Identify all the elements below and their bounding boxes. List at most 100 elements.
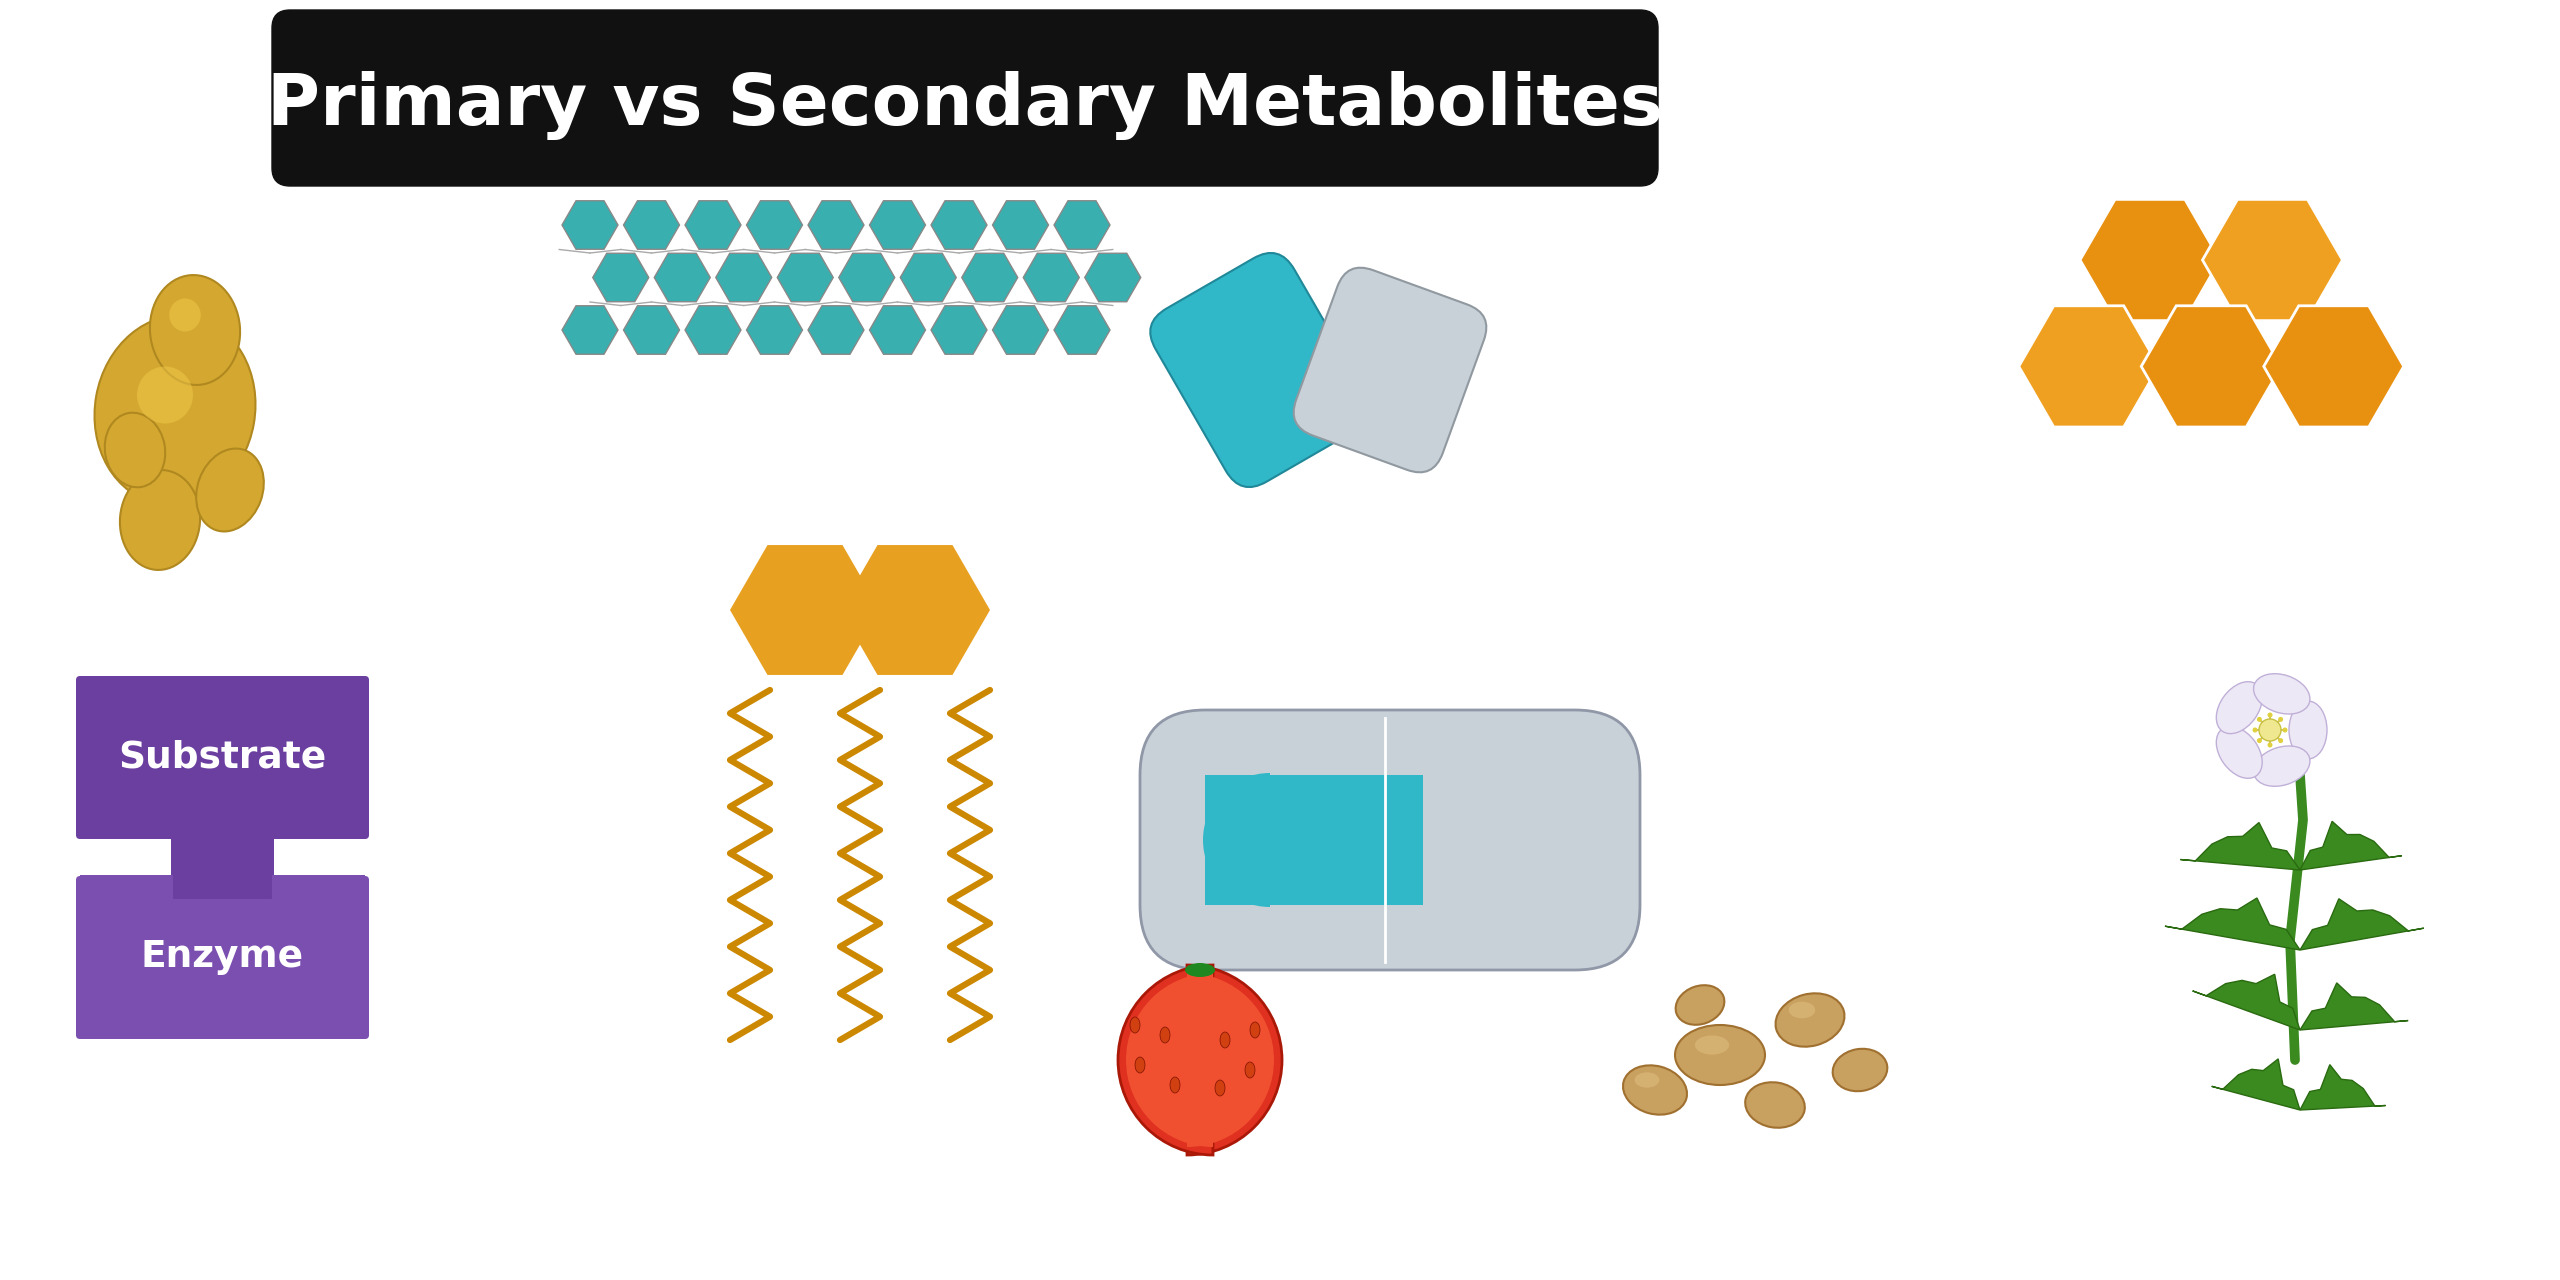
- Polygon shape: [594, 253, 648, 302]
- FancyBboxPatch shape: [77, 676, 369, 838]
- Ellipse shape: [1636, 1073, 1659, 1088]
- Polygon shape: [2299, 899, 2424, 950]
- Polygon shape: [748, 201, 801, 250]
- Ellipse shape: [2253, 746, 2309, 786]
- Ellipse shape: [1695, 1036, 1728, 1055]
- Polygon shape: [2020, 306, 2158, 428]
- Polygon shape: [809, 201, 865, 250]
- Polygon shape: [840, 253, 896, 302]
- Polygon shape: [809, 306, 865, 355]
- Polygon shape: [932, 306, 988, 355]
- Polygon shape: [993, 306, 1050, 355]
- Polygon shape: [1085, 253, 1142, 302]
- Wedge shape: [1188, 965, 1283, 1155]
- Polygon shape: [730, 545, 881, 675]
- Ellipse shape: [2284, 727, 2289, 732]
- Ellipse shape: [2258, 719, 2281, 741]
- Ellipse shape: [1249, 1021, 1260, 1038]
- Polygon shape: [655, 253, 709, 302]
- Polygon shape: [840, 545, 991, 675]
- Ellipse shape: [1833, 1048, 1887, 1092]
- Polygon shape: [2263, 306, 2404, 428]
- Polygon shape: [1055, 201, 1111, 250]
- Ellipse shape: [1216, 1080, 1226, 1096]
- Ellipse shape: [2217, 682, 2263, 733]
- Polygon shape: [932, 201, 988, 250]
- Ellipse shape: [2278, 717, 2284, 722]
- Bar: [79, 876, 174, 945]
- Ellipse shape: [1677, 986, 1725, 1025]
- Ellipse shape: [151, 275, 241, 385]
- Ellipse shape: [2253, 727, 2258, 732]
- Ellipse shape: [1170, 1076, 1180, 1093]
- FancyBboxPatch shape: [1293, 268, 1487, 472]
- Polygon shape: [717, 253, 771, 302]
- Polygon shape: [993, 201, 1050, 250]
- Polygon shape: [1055, 306, 1111, 355]
- Polygon shape: [563, 201, 617, 250]
- FancyBboxPatch shape: [172, 826, 274, 899]
- Ellipse shape: [2268, 713, 2273, 718]
- Ellipse shape: [2258, 717, 2263, 722]
- Ellipse shape: [1746, 1082, 1805, 1128]
- Ellipse shape: [1777, 993, 1843, 1047]
- Text: Substrate: Substrate: [118, 739, 325, 774]
- FancyBboxPatch shape: [1149, 253, 1370, 488]
- Ellipse shape: [2253, 673, 2309, 714]
- Bar: [271, 876, 366, 945]
- FancyBboxPatch shape: [77, 876, 369, 1039]
- Polygon shape: [563, 306, 617, 355]
- Polygon shape: [870, 201, 927, 250]
- Ellipse shape: [2217, 726, 2263, 778]
- Polygon shape: [748, 306, 801, 355]
- Ellipse shape: [1674, 1025, 1764, 1085]
- Ellipse shape: [2258, 739, 2263, 744]
- Ellipse shape: [1244, 1062, 1254, 1078]
- Bar: [1206, 774, 1423, 905]
- Polygon shape: [625, 201, 678, 250]
- Polygon shape: [2181, 823, 2299, 870]
- Polygon shape: [2202, 200, 2342, 320]
- Ellipse shape: [2278, 739, 2284, 744]
- Wedge shape: [1126, 973, 1213, 1147]
- Ellipse shape: [1185, 963, 1216, 977]
- Ellipse shape: [2268, 742, 2273, 748]
- Ellipse shape: [169, 298, 200, 332]
- Ellipse shape: [95, 315, 256, 504]
- Bar: [804, 591, 914, 628]
- Polygon shape: [2299, 1065, 2386, 1110]
- Polygon shape: [2140, 306, 2281, 428]
- Ellipse shape: [1623, 1065, 1687, 1115]
- Ellipse shape: [105, 412, 166, 488]
- Polygon shape: [870, 306, 927, 355]
- Ellipse shape: [2289, 701, 2327, 759]
- Polygon shape: [1024, 253, 1080, 302]
- Polygon shape: [778, 253, 832, 302]
- Polygon shape: [2299, 822, 2401, 870]
- Ellipse shape: [1221, 1032, 1229, 1048]
- Ellipse shape: [1129, 1018, 1139, 1033]
- Polygon shape: [2166, 899, 2299, 950]
- Polygon shape: [963, 253, 1019, 302]
- Ellipse shape: [1160, 1027, 1170, 1043]
- FancyBboxPatch shape: [1139, 710, 1641, 970]
- Text: Enzyme: Enzyme: [141, 940, 305, 975]
- Polygon shape: [625, 306, 678, 355]
- Wedge shape: [1203, 773, 1270, 908]
- Polygon shape: [2299, 983, 2409, 1030]
- Text: Primary vs Secondary Metabolites: Primary vs Secondary Metabolites: [266, 70, 1664, 140]
- Ellipse shape: [120, 470, 200, 570]
- Wedge shape: [1119, 965, 1213, 1155]
- Ellipse shape: [1789, 1002, 1815, 1019]
- Ellipse shape: [138, 366, 192, 424]
- Polygon shape: [686, 201, 740, 250]
- Polygon shape: [2212, 1059, 2299, 1110]
- Wedge shape: [1188, 973, 1275, 1147]
- Ellipse shape: [1134, 1057, 1144, 1073]
- Polygon shape: [2079, 200, 2220, 320]
- Polygon shape: [686, 306, 740, 355]
- Polygon shape: [2191, 974, 2299, 1030]
- Polygon shape: [901, 253, 957, 302]
- FancyBboxPatch shape: [271, 10, 1659, 186]
- Ellipse shape: [197, 448, 264, 531]
